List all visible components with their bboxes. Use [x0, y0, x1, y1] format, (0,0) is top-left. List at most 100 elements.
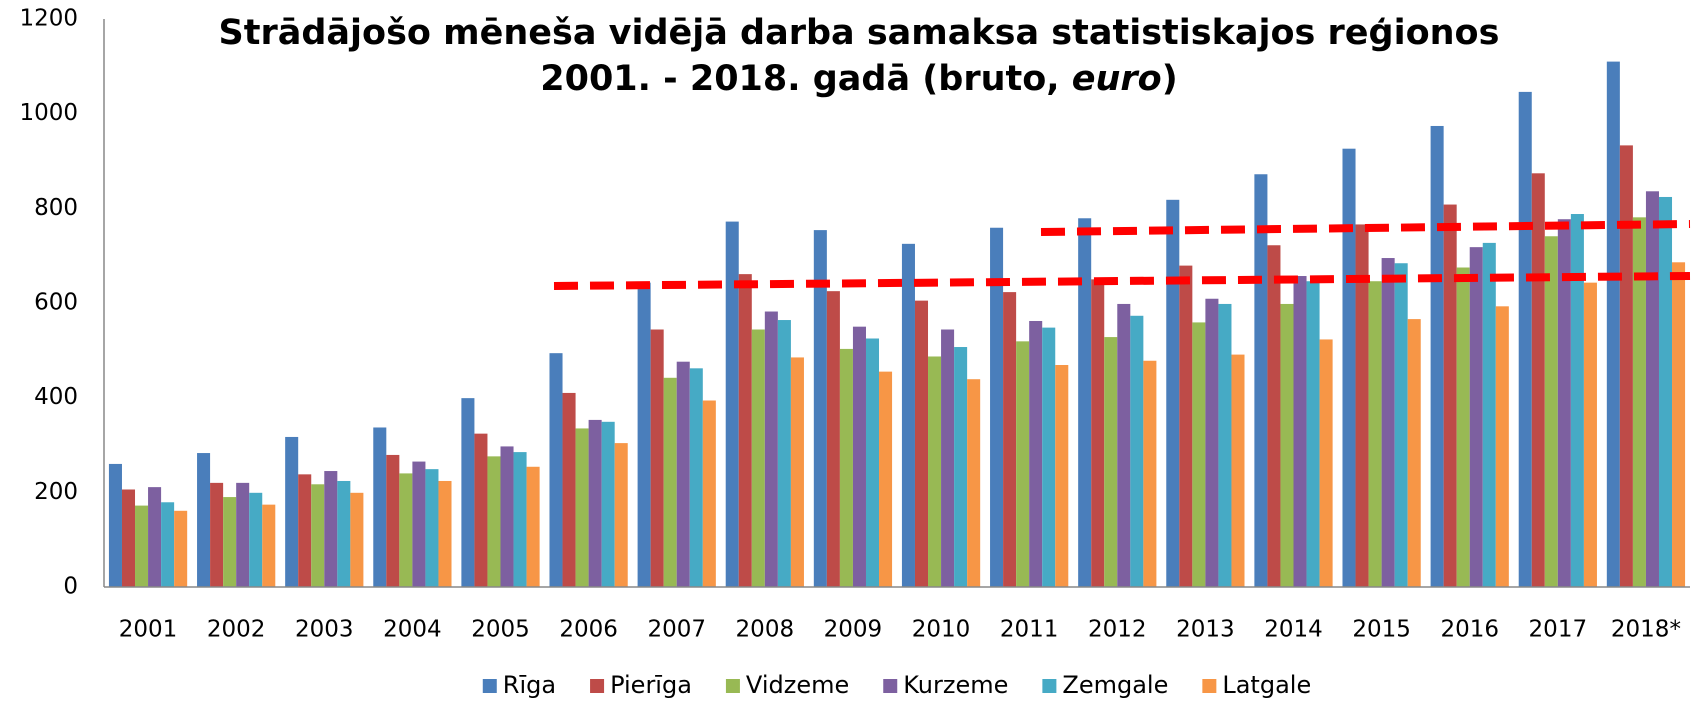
bar	[285, 436, 299, 587]
x-tick-label: 2005	[471, 617, 530, 643]
bar	[1231, 354, 1245, 587]
bar	[562, 392, 576, 587]
x-tick-label: 2008	[736, 617, 795, 643]
legend-swatch	[1042, 679, 1057, 693]
bar	[689, 368, 703, 587]
legend-swatch	[1202, 679, 1217, 693]
legend-label: Kurzeme	[903, 671, 1008, 699]
bar	[549, 353, 563, 587]
bar	[210, 482, 224, 587]
bar	[1381, 258, 1395, 587]
bar	[1254, 174, 1268, 587]
bar	[1166, 199, 1180, 587]
bar	[601, 421, 615, 587]
x-tick-label: 2013	[1176, 617, 1235, 643]
y-tick-label: 1200	[19, 6, 78, 32]
bar	[249, 492, 263, 587]
bar	[386, 454, 400, 587]
bar	[487, 456, 501, 587]
bar	[1557, 219, 1571, 587]
bar	[813, 230, 827, 587]
bar	[1179, 265, 1193, 587]
bar	[1218, 303, 1232, 587]
bar	[1544, 236, 1558, 587]
bar	[197, 453, 211, 587]
bar	[588, 419, 602, 587]
y-tick-label: 200	[34, 479, 78, 505]
bar	[901, 243, 915, 588]
bar	[1469, 247, 1483, 587]
bar	[1143, 360, 1157, 587]
bar	[412, 461, 426, 587]
bar	[1456, 267, 1470, 587]
bar	[1495, 306, 1509, 587]
bar	[1192, 322, 1206, 587]
bar	[399, 473, 413, 587]
bar	[324, 471, 338, 587]
legend-swatch	[482, 679, 497, 693]
bar	[1319, 339, 1333, 587]
legend-label: Pierīga	[610, 671, 692, 699]
legend-label: Vidzeme	[746, 671, 849, 699]
bar	[236, 482, 250, 587]
bar	[1205, 298, 1219, 587]
bar	[1130, 315, 1144, 587]
bar	[1583, 282, 1597, 587]
x-tick-label: 2018*	[1611, 617, 1681, 643]
bar	[461, 398, 475, 587]
bar	[1055, 365, 1069, 587]
legend-label: Zemgale	[1062, 671, 1168, 699]
bar	[702, 400, 716, 587]
bar	[223, 497, 237, 587]
bar	[135, 505, 149, 587]
bar	[1619, 145, 1633, 587]
x-tick-label: 2010	[912, 617, 971, 643]
bar	[262, 504, 276, 587]
annotation-line	[1040, 220, 1691, 236]
bar	[1570, 214, 1584, 587]
bar	[425, 469, 439, 587]
bar	[298, 474, 312, 587]
bar	[852, 326, 866, 587]
y-tick-label: 0	[63, 574, 78, 600]
bar	[438, 480, 452, 587]
bar	[1355, 224, 1369, 587]
bar	[1104, 337, 1118, 587]
bar	[526, 466, 540, 587]
bar	[1016, 341, 1030, 587]
bar	[738, 274, 752, 587]
bar	[1306, 281, 1320, 587]
title-text: 2001. - 2018. gadā (bruto,	[540, 59, 1059, 99]
legend-swatch	[883, 679, 898, 693]
bar	[1293, 276, 1307, 587]
bar	[663, 377, 677, 587]
bar	[751, 329, 765, 587]
bar	[161, 502, 175, 587]
bar	[941, 329, 955, 587]
bar	[108, 463, 122, 587]
bar	[1443, 204, 1457, 587]
bar	[676, 361, 690, 587]
x-tick-label: 2014	[1264, 617, 1323, 643]
bar	[928, 356, 942, 587]
y-tick-label: 1000	[19, 100, 78, 126]
legend-swatch	[725, 679, 740, 693]
bar	[474, 433, 488, 587]
bar	[373, 427, 387, 587]
bar	[1672, 262, 1686, 587]
x-tick-label: 2017	[1529, 617, 1588, 643]
bar	[500, 446, 514, 587]
y-tick-label: 400	[34, 384, 78, 410]
bar	[1394, 263, 1408, 587]
y-tick-label: 600	[34, 290, 78, 316]
bar	[725, 221, 739, 587]
annotation-line	[553, 272, 1691, 290]
bar	[954, 347, 968, 587]
legend-label: Latgale	[1222, 671, 1311, 699]
bar	[764, 311, 778, 587]
bar	[879, 371, 893, 587]
x-tick-label: 2007	[647, 617, 706, 643]
bar	[790, 357, 804, 587]
x-tick-label: 2015	[1352, 617, 1411, 643]
